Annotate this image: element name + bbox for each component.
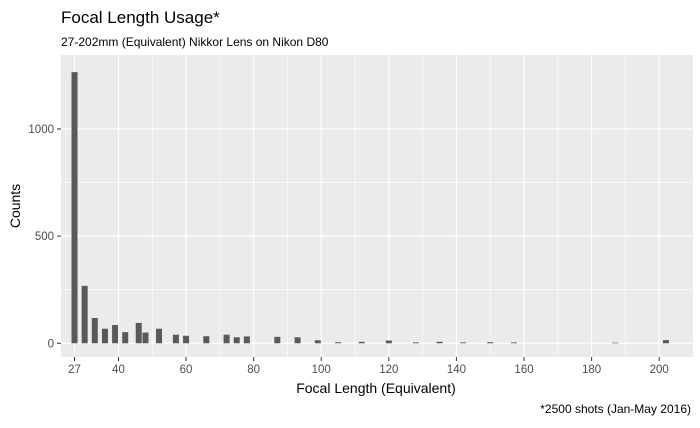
bar	[487, 342, 494, 344]
x-tick-label: 100	[312, 364, 331, 376]
bar	[71, 72, 78, 344]
bar	[612, 342, 619, 344]
bar	[122, 332, 129, 344]
bars	[71, 72, 669, 344]
bar	[142, 332, 149, 344]
grid-minor-y	[61, 182, 693, 290]
x-axis: 27 40 60 80 100 120 140 160 180 200	[68, 357, 669, 376]
x-tick-label: 200	[650, 364, 669, 376]
plot-panel	[61, 55, 693, 357]
x-tick-label: 160	[514, 364, 533, 376]
x-tick-label: 40	[112, 364, 125, 376]
bar	[112, 325, 119, 344]
y-axis: 0 500 1000	[28, 124, 61, 350]
grid-major-y	[61, 128, 693, 344]
y-tick-label: 0	[48, 338, 54, 350]
chart-title: Focal Length Usage*	[61, 8, 220, 27]
x-tick-label: 180	[582, 364, 601, 376]
bar	[510, 342, 517, 344]
x-tick-label: 60	[180, 364, 193, 376]
chart-subtitle: 27-202mm (Equivalent) Nikkor Lens on Nik…	[61, 35, 329, 49]
y-tick-label: 500	[35, 231, 54, 243]
bar	[358, 341, 365, 344]
bar	[203, 336, 210, 344]
bar	[81, 285, 88, 344]
bar	[412, 342, 419, 344]
bar	[135, 322, 142, 344]
grid-minor-x	[151, 55, 626, 357]
bar	[294, 337, 301, 344]
bar	[101, 328, 108, 344]
bar	[172, 334, 179, 344]
x-tick-label: 120	[379, 364, 398, 376]
bar	[335, 342, 342, 344]
bar	[183, 335, 190, 344]
bar	[385, 340, 392, 344]
y-tick-label: 1000	[28, 124, 54, 136]
bar	[91, 317, 98, 344]
bar	[156, 328, 163, 344]
bar	[223, 334, 230, 344]
bar	[436, 341, 443, 344]
bar	[662, 340, 669, 344]
x-tick-label: 80	[247, 364, 260, 376]
bar	[243, 336, 250, 344]
bar	[314, 340, 321, 344]
chart-caption: *2500 shots (Jan-May 2016)	[540, 402, 691, 416]
x-tick-label: 140	[447, 364, 466, 376]
bar	[233, 337, 240, 344]
y-axis-label: Counts	[7, 184, 23, 228]
bar	[274, 336, 281, 344]
x-axis-label: Focal Length (Equivalent)	[296, 380, 456, 396]
x-tick-label: 27	[68, 364, 81, 376]
bar	[460, 342, 467, 344]
